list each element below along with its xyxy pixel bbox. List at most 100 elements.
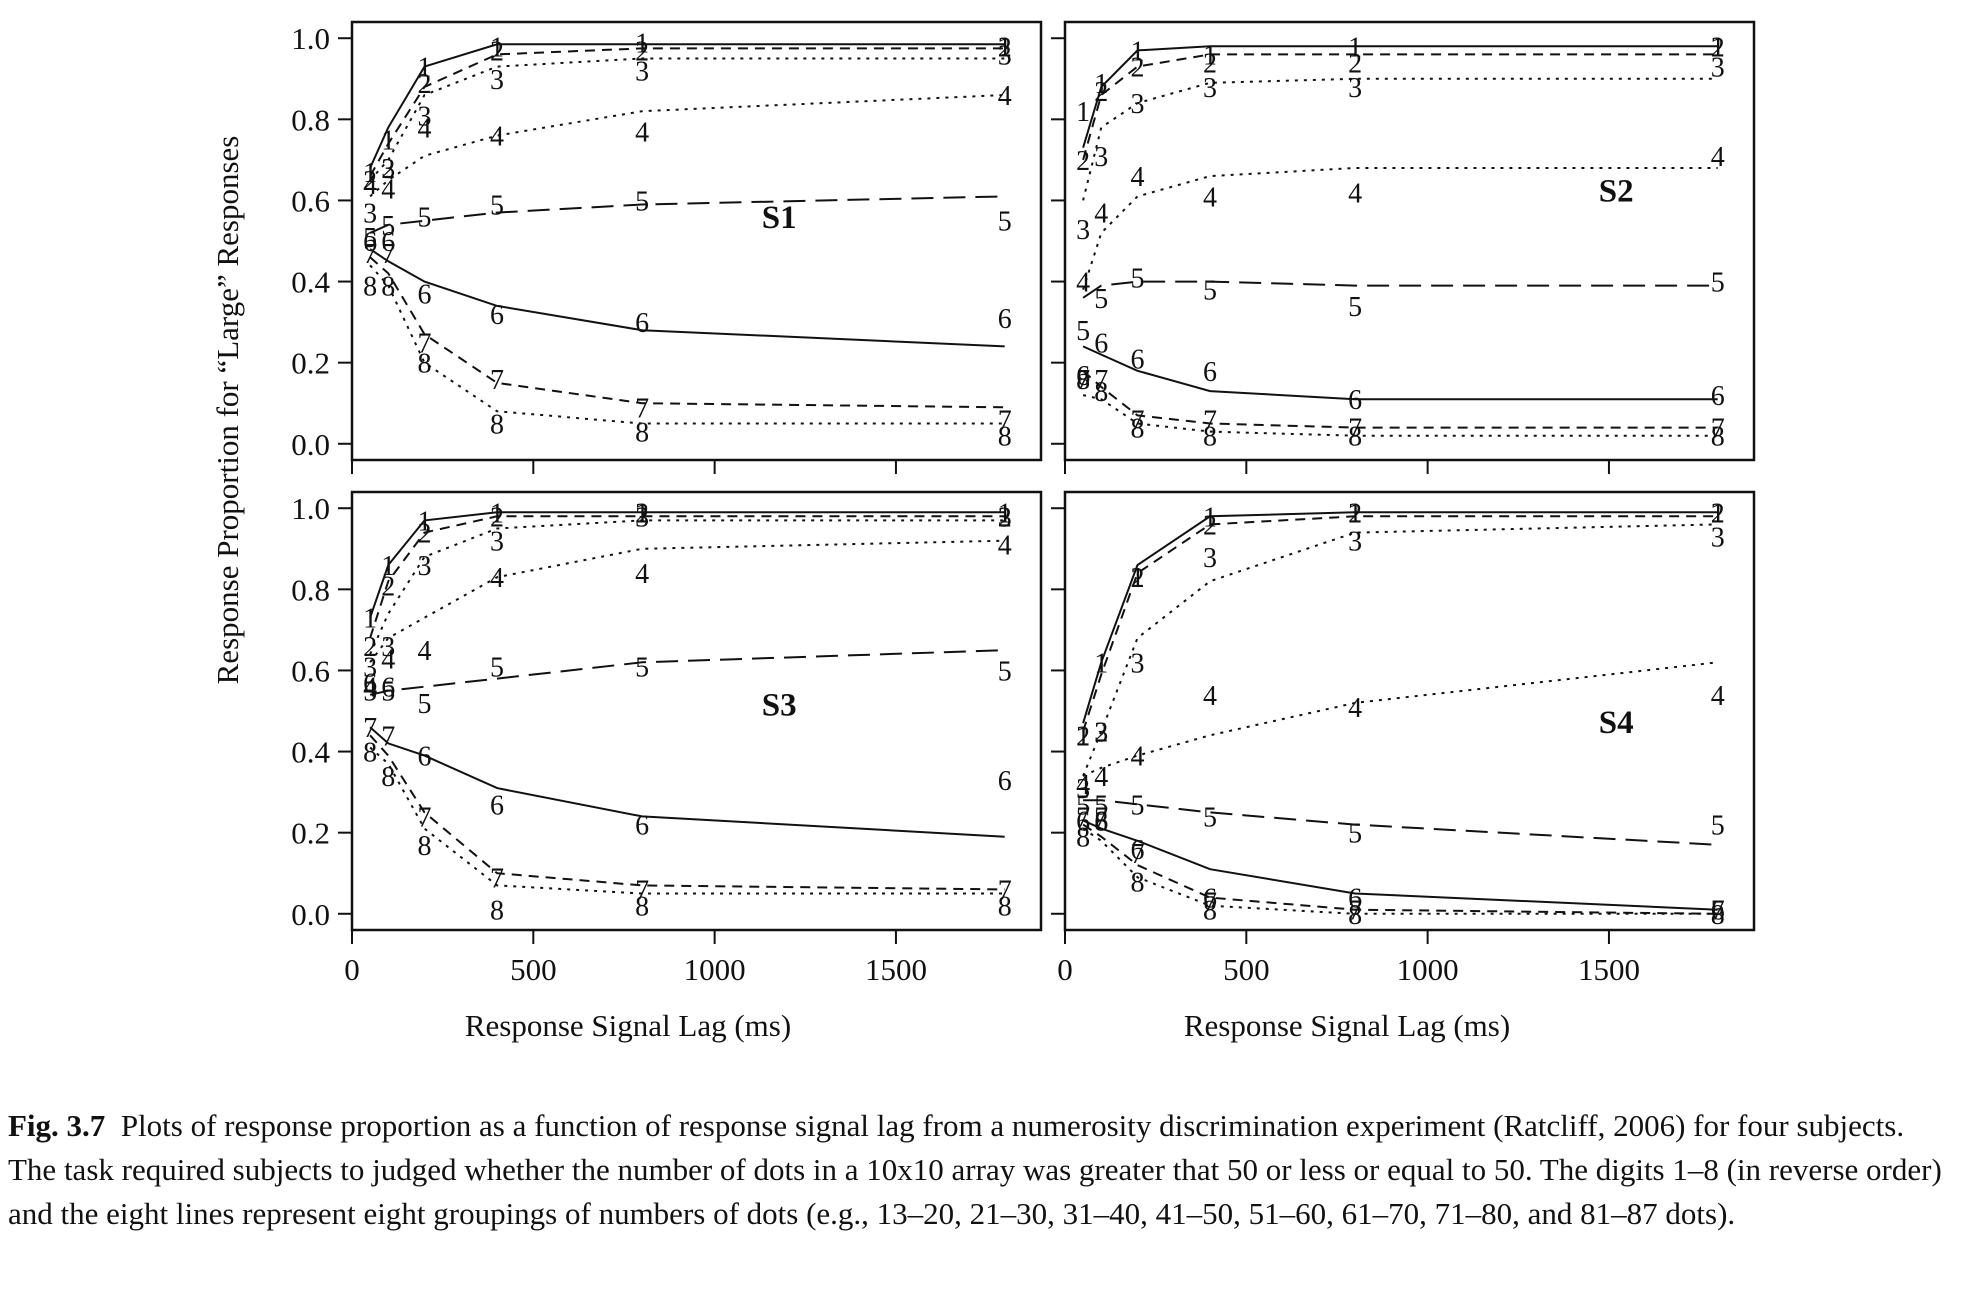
data-point-6: 6 — [1711, 896, 1725, 927]
data-point-4: 4 — [1203, 182, 1217, 213]
data-point-4: 4 — [381, 644, 395, 675]
data-point-4: 4 — [635, 118, 649, 149]
data-point-8: 8 — [1076, 365, 1090, 396]
x-tick-label: 1500 — [1578, 952, 1640, 987]
data-point-1: 1 — [1348, 498, 1362, 529]
data-point-1: 1 — [998, 32, 1012, 63]
data-point-1: 1 — [1131, 563, 1145, 594]
x-axis-label-left: Response Signal Lag (ms) — [465, 1008, 791, 1043]
data-point-3: 3 — [1711, 53, 1725, 84]
panel-title: S3 — [762, 687, 797, 723]
model-line-6 — [369, 248, 1005, 348]
data-point-5: 5 — [490, 652, 504, 683]
model-line-4 — [369, 539, 1005, 663]
data-point-3: 3 — [363, 652, 377, 683]
data-point-2: 2 — [1076, 721, 1090, 752]
data-point-8: 8 — [1348, 422, 1362, 453]
data-point-7: 7 — [1076, 802, 1090, 833]
data-point-3: 3 — [1076, 774, 1090, 805]
y-tick-label: 0.0 — [291, 427, 330, 462]
data-point-7: 7 — [1711, 896, 1725, 927]
y-tick-label: 0.6 — [291, 653, 330, 688]
data-point-1: 1 — [363, 158, 377, 189]
data-point-4: 4 — [490, 563, 504, 594]
data-point-4: 4 — [1094, 199, 1108, 230]
data-point-5: 5 — [1711, 268, 1725, 299]
data-point-2: 2 — [1348, 49, 1362, 80]
model-line-4 — [369, 94, 1005, 198]
data-point-7: 7 — [418, 802, 432, 833]
model-line-5 — [1083, 799, 1718, 846]
data-point-7: 7 — [1131, 839, 1145, 870]
panel-frame — [350, 20, 1043, 462]
data-point-3: 3 — [1131, 89, 1145, 120]
data-point-8: 8 — [1094, 377, 1108, 408]
model-line-6 — [1082, 819, 1718, 911]
data-point-3: 3 — [490, 527, 504, 558]
data-point-8: 8 — [998, 892, 1012, 923]
data-point-2: 2 — [418, 69, 432, 100]
data-point-6: 6 — [418, 742, 432, 773]
data-point-4: 4 — [1076, 268, 1090, 299]
data-point-2: 2 — [998, 32, 1012, 63]
data-point-3: 3 — [1131, 648, 1145, 679]
y-tick-label: 0.2 — [291, 346, 330, 381]
data-point-2: 2 — [998, 502, 1012, 533]
data-point-1: 1 — [418, 53, 432, 84]
data-point-2: 2 — [1711, 32, 1725, 63]
data-point-5: 5 — [1203, 802, 1217, 833]
y-tick-label: 1.0 — [291, 21, 330, 56]
data-point-8: 8 — [635, 892, 649, 923]
data-point-8: 8 — [381, 762, 395, 793]
data-point-5: 5 — [1094, 790, 1108, 821]
x-tick-label: 500 — [1223, 952, 1270, 987]
data-point-5: 5 — [363, 223, 377, 254]
y-tick-label: 0.4 — [291, 265, 330, 300]
data-point-8: 8 — [490, 896, 504, 927]
data-point-7: 7 — [1348, 414, 1362, 445]
data-point-5: 5 — [490, 191, 504, 222]
data-point-5: 5 — [1131, 264, 1145, 295]
data-point-4: 4 — [1348, 693, 1362, 724]
data-point-2: 2 — [1203, 510, 1217, 541]
data-point-6: 6 — [381, 673, 395, 704]
data-point-2: 2 — [381, 154, 395, 185]
data-point-4: 4 — [363, 673, 377, 704]
model-line-3 — [369, 57, 1005, 181]
data-point-6: 6 — [1203, 357, 1217, 388]
model-line-2 — [1082, 515, 1718, 732]
data-point-4: 4 — [1131, 162, 1145, 193]
data-point-4: 4 — [1203, 681, 1217, 712]
data-point-7: 7 — [1348, 896, 1362, 927]
data-point-2: 2 — [381, 571, 395, 602]
data-point-6: 6 — [998, 766, 1012, 797]
data-point-2: 2 — [1094, 717, 1108, 748]
y-tick-label: 0.8 — [291, 572, 330, 607]
data-point-2: 2 — [363, 166, 377, 197]
data-point-3: 3 — [1203, 543, 1217, 574]
data-point-2: 2 — [490, 36, 504, 67]
data-point-5: 5 — [363, 677, 377, 708]
data-point-1: 1 — [1076, 721, 1090, 752]
model-line-1 — [1082, 45, 1718, 148]
data-point-2: 2 — [635, 498, 649, 529]
data-point-7: 7 — [418, 328, 432, 359]
model-line-7 — [1082, 823, 1718, 915]
model-line-8 — [369, 746, 1005, 895]
data-point-1: 1 — [1094, 648, 1108, 679]
data-point-7: 7 — [1203, 888, 1217, 919]
data-point-5: 5 — [1348, 292, 1362, 323]
panel-title: S4 — [1599, 705, 1634, 741]
y-tick-label: 0.4 — [291, 735, 330, 770]
data-point-1: 1 — [490, 498, 504, 529]
model-line-1 — [1082, 511, 1718, 724]
data-point-4: 4 — [635, 559, 649, 590]
caption-text: Plots of response proportion as a functi… — [8, 1108, 1942, 1231]
model-line-2 — [369, 47, 1005, 177]
data-point-1: 1 — [1094, 69, 1108, 100]
data-point-6: 6 — [1203, 884, 1217, 915]
data-point-8: 8 — [1076, 823, 1090, 854]
data-point-7: 7 — [998, 405, 1012, 436]
data-point-3: 3 — [363, 199, 377, 230]
data-point-5: 5 — [1076, 316, 1090, 347]
